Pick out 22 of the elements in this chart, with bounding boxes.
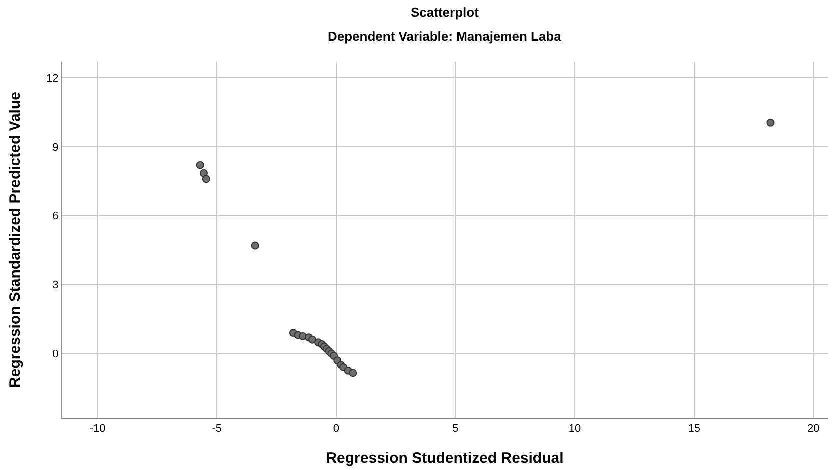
point xyxy=(349,369,358,378)
chart-subtitle: Dependent Variable: Manajemen Laba xyxy=(328,29,562,44)
x-tick-label: -5 xyxy=(212,423,222,436)
point xyxy=(202,175,210,184)
x-axis-title: Regression Studentized Residual xyxy=(326,450,564,468)
y-tick-label: 9 xyxy=(52,142,59,154)
y-tick-label: 12 xyxy=(46,72,59,85)
point xyxy=(196,161,204,170)
y-axis-title: Regression Standardized Predicted Value xyxy=(6,92,24,388)
point xyxy=(308,336,317,344)
x-tick-label: -10 xyxy=(90,423,106,436)
x-tick-label: 10 xyxy=(568,423,582,436)
chart-title: Scatterplot xyxy=(411,5,480,20)
y-tick-label: 6 xyxy=(52,210,59,223)
x-tick-label: 0 xyxy=(333,423,340,436)
y-tick-label: 3 xyxy=(52,280,59,292)
x-tick-label: 15 xyxy=(688,423,700,436)
x-tick-label: 5 xyxy=(452,423,459,436)
x-tick-label: 20 xyxy=(808,423,820,436)
point xyxy=(766,118,775,127)
point xyxy=(251,242,260,250)
y-tick-label: 0 xyxy=(52,348,59,361)
